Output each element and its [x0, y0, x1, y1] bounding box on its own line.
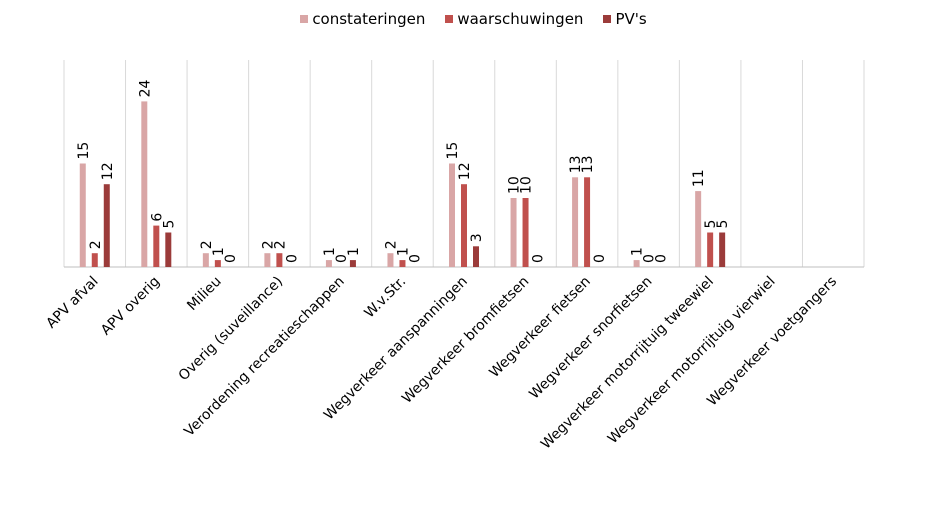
- bar-constateringen: [449, 163, 455, 267]
- data-label: 11: [691, 169, 707, 187]
- bar-pvs: [349, 260, 356, 267]
- bar-constateringen: [633, 260, 640, 267]
- data-label: 13: [580, 155, 596, 173]
- data-label: 12: [100, 162, 116, 180]
- data-label: 15: [76, 142, 92, 160]
- bar-constateringen: [79, 163, 86, 267]
- bar-pvs: [103, 184, 110, 267]
- data-label: 2: [199, 240, 215, 249]
- bar-waarschuwingen: [707, 232, 714, 267]
- data-label: 5: [715, 220, 731, 229]
- data-label: 1: [346, 247, 362, 256]
- legend-swatch: [445, 15, 454, 23]
- bar-constateringen: [202, 253, 209, 267]
- bar-waarschuwingen: [91, 253, 98, 267]
- bar-constateringen: [510, 198, 517, 267]
- data-label: 24: [137, 79, 153, 97]
- bar-constateringen: [264, 253, 271, 267]
- legend-label: constateringen: [312, 10, 426, 28]
- data-label: 3: [469, 233, 485, 242]
- data-label: 0: [531, 254, 547, 263]
- data-label: 1: [395, 247, 411, 256]
- bar-waarschuwingen: [461, 184, 467, 267]
- data-label: 2: [272, 240, 288, 249]
- bar-constateringen: [141, 101, 148, 268]
- legend-label: waarschuwingen: [457, 10, 584, 28]
- legend-swatch: [300, 15, 309, 23]
- data-label: 5: [161, 220, 177, 229]
- data-label: 10: [507, 176, 523, 194]
- data-label: 10: [519, 176, 535, 194]
- data-label: 6: [149, 213, 165, 222]
- legend-label: PV's: [615, 10, 647, 28]
- legend-item: waarschuwingen: [445, 10, 583, 28]
- bar-waarschuwingen: [214, 260, 221, 267]
- data-label: 0: [407, 254, 423, 263]
- bar-constateringen: [325, 260, 332, 267]
- category-label: Wegverkeer snorfietsen: [526, 274, 655, 403]
- category-label: W.v.Str.: [361, 274, 409, 322]
- legend: constateringen waarschuwingen PV's: [0, 10, 947, 28]
- bar-pvs: [719, 232, 726, 267]
- category-label: Milieu: [184, 274, 224, 314]
- bar-constateringen: [572, 177, 579, 267]
- bar-waarschuwingen: [522, 198, 529, 267]
- data-label: 2: [383, 240, 399, 249]
- data-label: 1: [322, 247, 338, 256]
- data-label: 2: [260, 240, 276, 249]
- bar-pvs: [473, 246, 479, 267]
- category-label: Wegverkeer bromfietsen: [399, 274, 532, 407]
- category-label: Overig (suveillance): [176, 274, 287, 385]
- bar-constateringen: [695, 191, 702, 267]
- category-label: Wegverkeer voetgangers: [704, 274, 840, 410]
- data-label: 5: [703, 220, 719, 229]
- data-label: 0: [223, 254, 239, 263]
- data-label: 13: [568, 155, 584, 173]
- data-label: 1: [211, 247, 227, 256]
- legend-item: constateringen: [300, 10, 425, 28]
- legend-swatch: [603, 15, 612, 23]
- data-label: 0: [654, 254, 670, 263]
- data-label: 0: [642, 254, 658, 263]
- data-label: 0: [592, 254, 608, 263]
- data-label: 0: [334, 254, 350, 263]
- bar-waarschuwingen: [399, 260, 406, 267]
- bar-waarschuwingen: [584, 177, 591, 267]
- bar-constateringen: [387, 253, 394, 267]
- legend-item: PV's: [603, 10, 647, 28]
- data-label: 15: [445, 142, 461, 160]
- data-label: 0: [284, 254, 300, 263]
- data-label: 1: [630, 247, 646, 256]
- category-label: Wegverkeer fietsen: [486, 274, 593, 381]
- data-label: 2: [88, 240, 104, 249]
- data-label: 12: [457, 162, 473, 180]
- category-label: APV afval: [43, 274, 101, 332]
- bar-waarschuwingen: [276, 253, 283, 267]
- category-label: APV overig: [98, 274, 163, 339]
- bar-pvs: [165, 232, 172, 267]
- bar-waarschuwingen: [153, 225, 160, 267]
